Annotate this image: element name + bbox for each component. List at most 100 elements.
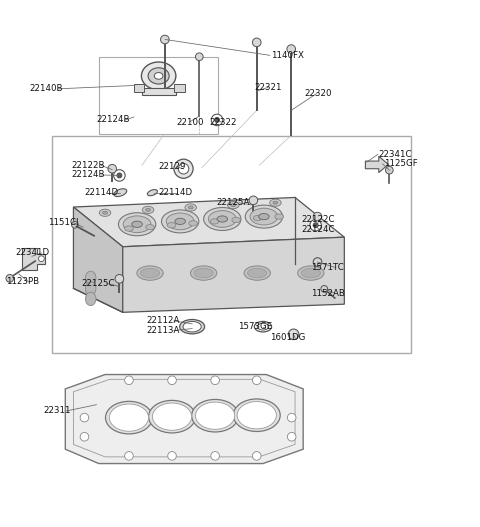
Ellipse shape xyxy=(231,203,236,207)
Circle shape xyxy=(178,163,189,174)
Ellipse shape xyxy=(250,208,278,225)
Circle shape xyxy=(288,433,296,441)
Circle shape xyxy=(215,118,219,122)
Ellipse shape xyxy=(153,403,192,431)
Text: 22124C: 22124C xyxy=(301,225,335,233)
Polygon shape xyxy=(73,198,344,247)
Ellipse shape xyxy=(270,199,281,206)
Polygon shape xyxy=(73,207,123,313)
Ellipse shape xyxy=(85,271,96,285)
Circle shape xyxy=(114,170,125,181)
Circle shape xyxy=(195,53,203,61)
Ellipse shape xyxy=(123,216,151,232)
Ellipse shape xyxy=(147,190,157,196)
Ellipse shape xyxy=(195,402,235,430)
Ellipse shape xyxy=(204,208,241,230)
Ellipse shape xyxy=(259,213,269,220)
Text: 22122C: 22122C xyxy=(301,215,335,224)
Ellipse shape xyxy=(166,213,194,230)
Text: 22100: 22100 xyxy=(177,118,204,127)
Text: 1151CJ: 1151CJ xyxy=(48,218,78,227)
Ellipse shape xyxy=(143,206,154,213)
Ellipse shape xyxy=(103,211,108,214)
Text: 22124B: 22124B xyxy=(72,170,105,180)
Circle shape xyxy=(252,376,261,385)
Text: 22124B: 22124B xyxy=(96,115,130,124)
Text: 22341D: 22341D xyxy=(15,248,49,258)
Circle shape xyxy=(249,196,258,204)
Bar xyxy=(174,84,185,92)
Ellipse shape xyxy=(237,402,276,429)
Ellipse shape xyxy=(232,217,240,222)
Circle shape xyxy=(211,114,223,125)
Circle shape xyxy=(38,256,44,261)
Circle shape xyxy=(108,164,117,173)
Circle shape xyxy=(313,223,318,228)
Polygon shape xyxy=(123,237,344,313)
Circle shape xyxy=(125,452,133,460)
Circle shape xyxy=(321,286,327,292)
Ellipse shape xyxy=(257,324,269,330)
Ellipse shape xyxy=(137,266,163,280)
Ellipse shape xyxy=(275,214,284,219)
Text: 1152AB: 1152AB xyxy=(311,289,345,298)
Ellipse shape xyxy=(142,62,176,90)
Text: 1125GF: 1125GF xyxy=(384,160,417,169)
Bar xyxy=(142,89,176,95)
Text: 1573GE: 1573GE xyxy=(238,322,272,331)
Text: 22322: 22322 xyxy=(209,118,236,127)
Ellipse shape xyxy=(114,189,127,197)
Ellipse shape xyxy=(188,206,193,209)
Ellipse shape xyxy=(253,216,262,221)
Ellipse shape xyxy=(233,399,280,432)
Ellipse shape xyxy=(167,222,176,228)
Ellipse shape xyxy=(132,221,143,227)
Text: 22113A: 22113A xyxy=(147,326,180,335)
Circle shape xyxy=(72,221,78,228)
Bar xyxy=(99,57,217,134)
Text: 22125A: 22125A xyxy=(216,198,250,207)
Text: 22140B: 22140B xyxy=(29,84,63,93)
Ellipse shape xyxy=(192,399,239,432)
Ellipse shape xyxy=(109,404,149,431)
Circle shape xyxy=(287,45,296,53)
Ellipse shape xyxy=(119,213,156,236)
Circle shape xyxy=(385,167,393,174)
Circle shape xyxy=(125,376,133,385)
Circle shape xyxy=(252,38,261,47)
Bar xyxy=(134,84,144,92)
Ellipse shape xyxy=(244,266,270,280)
Ellipse shape xyxy=(245,205,283,228)
Text: 1123PB: 1123PB xyxy=(6,277,39,286)
Ellipse shape xyxy=(106,402,153,434)
Ellipse shape xyxy=(248,268,267,278)
Circle shape xyxy=(310,219,322,231)
Text: 1601DG: 1601DG xyxy=(270,333,305,342)
Circle shape xyxy=(115,275,124,283)
Text: 22112A: 22112A xyxy=(147,316,180,326)
Circle shape xyxy=(174,159,193,178)
Text: 22311: 22311 xyxy=(44,406,71,415)
Ellipse shape xyxy=(175,218,185,225)
Ellipse shape xyxy=(183,321,201,332)
Ellipse shape xyxy=(208,211,236,227)
Circle shape xyxy=(313,212,322,221)
Text: 22341C: 22341C xyxy=(379,150,412,159)
Ellipse shape xyxy=(180,319,204,334)
Circle shape xyxy=(252,452,261,460)
Polygon shape xyxy=(65,375,303,464)
Text: 22129: 22129 xyxy=(158,162,186,171)
Circle shape xyxy=(160,35,169,44)
Text: 22125C: 22125C xyxy=(81,279,115,288)
Ellipse shape xyxy=(85,292,96,306)
Ellipse shape xyxy=(210,219,219,224)
Text: 22320: 22320 xyxy=(305,89,332,98)
Ellipse shape xyxy=(194,268,213,278)
Ellipse shape xyxy=(149,401,195,433)
Circle shape xyxy=(117,173,122,178)
Ellipse shape xyxy=(191,266,217,280)
Ellipse shape xyxy=(301,268,321,278)
Ellipse shape xyxy=(189,221,197,226)
Ellipse shape xyxy=(273,201,278,204)
Ellipse shape xyxy=(298,266,324,280)
